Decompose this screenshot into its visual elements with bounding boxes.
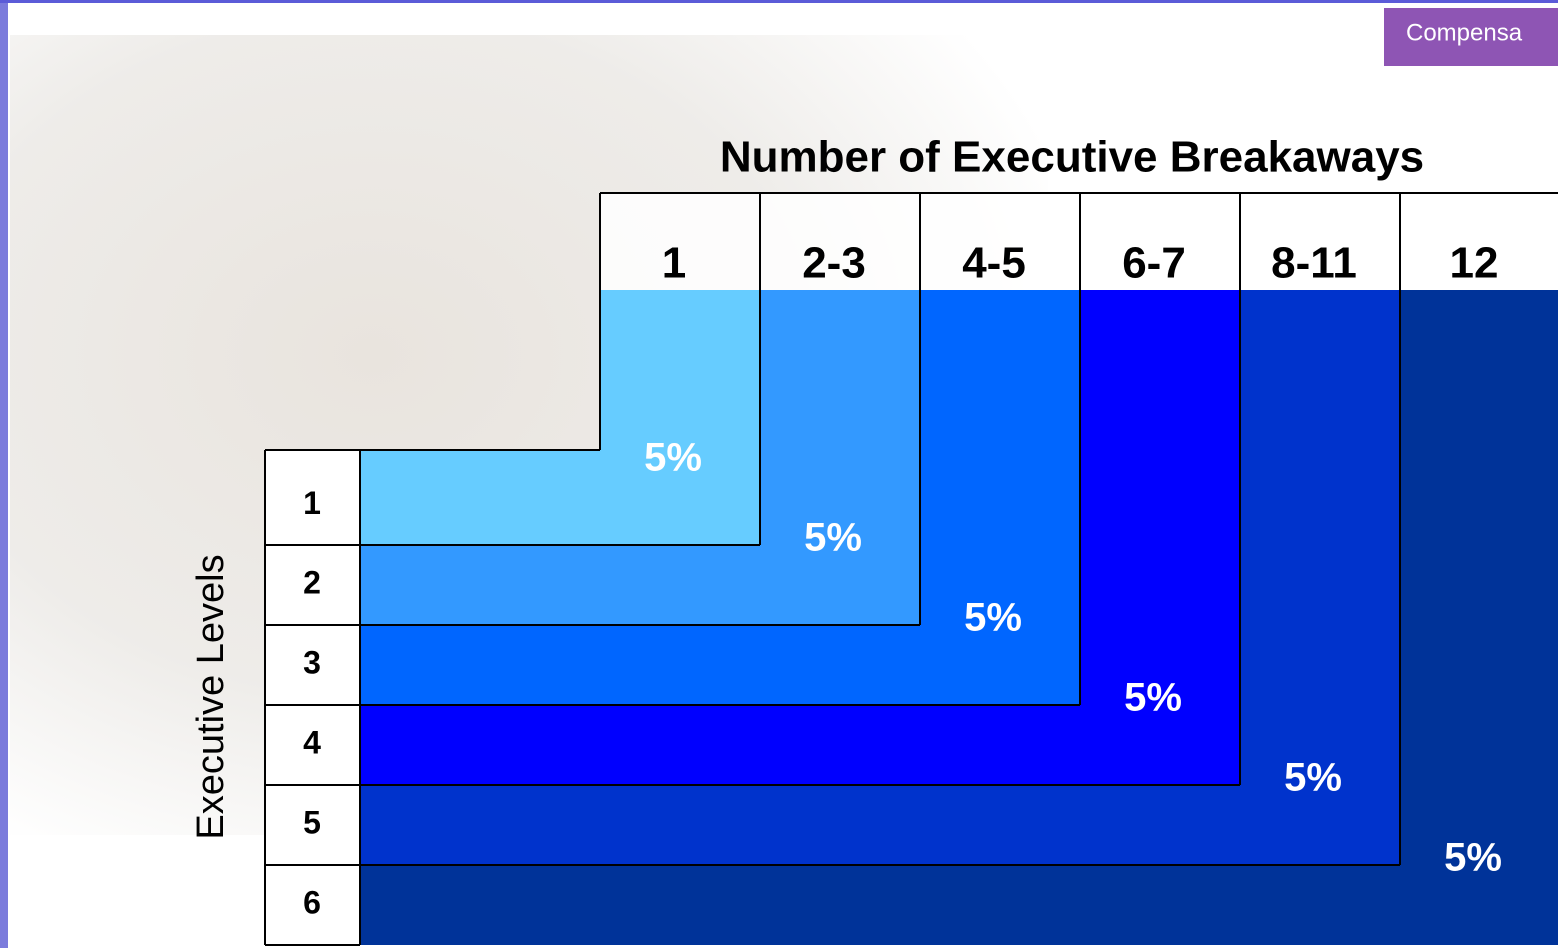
- top-line: [0, 0, 1558, 3]
- row-axis-label: Executive Levels: [190, 554, 232, 839]
- column-label: 6-7: [1122, 239, 1186, 288]
- column-label: 1: [662, 239, 686, 288]
- column-label: 8-11: [1271, 239, 1357, 288]
- step-band: [360, 290, 1240, 785]
- row-label-cells: [265, 450, 360, 945]
- step-band: [360, 290, 760, 545]
- step-value: 5%: [644, 436, 702, 480]
- title: Number of Executive Breakaways: [720, 133, 1424, 182]
- row-label: 5: [303, 804, 321, 840]
- step-band: [360, 290, 1400, 865]
- column-label: 4-5: [962, 239, 1026, 288]
- step-value: 5%: [964, 596, 1022, 640]
- row-label: 4: [303, 724, 321, 760]
- step-value: 5%: [804, 516, 862, 560]
- step-band: [360, 290, 1080, 705]
- left-strip: [0, 0, 8, 948]
- step-value: 5%: [1124, 676, 1182, 720]
- column-label: 2-3: [802, 239, 866, 288]
- column-label: 12: [1450, 239, 1499, 288]
- step-band: [360, 290, 920, 625]
- step-value: 5%: [1444, 836, 1502, 880]
- row-label: 1: [303, 485, 321, 521]
- header-tab: [1384, 8, 1558, 66]
- header-tab-text: Compensa: [1406, 19, 1523, 46]
- row-label: 2: [303, 564, 321, 600]
- step-band: [360, 290, 1558, 945]
- row-label: 6: [303, 884, 321, 920]
- step-value: 5%: [1284, 756, 1342, 800]
- row-label: 3: [303, 644, 321, 680]
